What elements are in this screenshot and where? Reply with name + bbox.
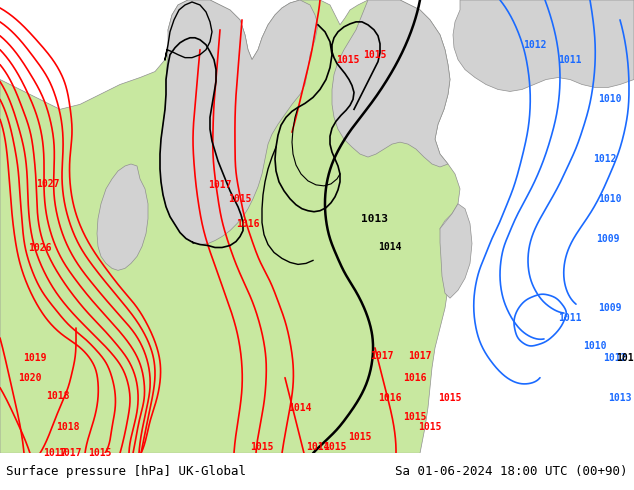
Text: 1016: 1016 [236,219,260,229]
Text: 1015: 1015 [348,432,372,442]
Text: 1017: 1017 [208,180,232,190]
Polygon shape [440,204,472,298]
Text: 1013: 1013 [608,392,631,403]
Text: Sa 01-06-2024 18:00 UTC (00+90): Sa 01-06-2024 18:00 UTC (00+90) [395,465,628,478]
Text: 1012: 1012 [593,154,617,164]
Text: 1013: 1013 [361,214,389,223]
Text: 1015: 1015 [418,422,442,432]
Text: 1016: 1016 [403,373,427,383]
Text: 1015: 1015 [323,442,347,452]
Text: 1011: 1011 [559,55,582,65]
Text: 1014: 1014 [306,442,330,452]
Text: 1015: 1015 [438,392,462,403]
Text: 1015: 1015 [403,413,427,422]
Text: 1020: 1020 [18,373,42,383]
Polygon shape [97,164,148,270]
Text: 1012: 1012 [603,353,627,363]
Text: 1010: 1010 [583,341,607,351]
Text: 1015: 1015 [88,448,112,458]
Text: 1017: 1017 [58,448,82,458]
Text: 1017: 1017 [370,351,394,361]
Text: 1009: 1009 [598,303,622,313]
Polygon shape [160,0,318,245]
Text: Surface pressure [hPa] UK-Global: Surface pressure [hPa] UK-Global [6,465,247,478]
Text: 1026: 1026 [29,244,52,253]
Text: 1014: 1014 [288,402,312,413]
Text: 1018: 1018 [56,422,80,432]
Text: 1016: 1016 [378,392,402,403]
Text: 1015: 1015 [250,442,274,452]
Text: 1014: 1014 [378,242,402,251]
Text: 1010: 1010 [598,194,622,204]
Text: 1013: 1013 [616,353,634,363]
Text: 1010: 1010 [598,95,622,104]
Text: 1015: 1015 [336,55,359,65]
Text: 1027: 1027 [36,179,60,189]
Text: 1012: 1012 [523,40,547,49]
Text: 1015: 1015 [228,194,252,204]
Text: 1019: 1019 [23,353,47,363]
Polygon shape [332,0,450,167]
Text: 1015: 1015 [363,49,387,60]
Text: 1017: 1017 [408,351,432,361]
Text: 1018: 1018 [46,391,70,401]
Polygon shape [0,0,460,453]
Text: 1009: 1009 [596,234,620,244]
Text: 1017: 1017 [43,448,67,458]
Polygon shape [453,0,634,92]
Text: 1011: 1011 [559,313,582,323]
